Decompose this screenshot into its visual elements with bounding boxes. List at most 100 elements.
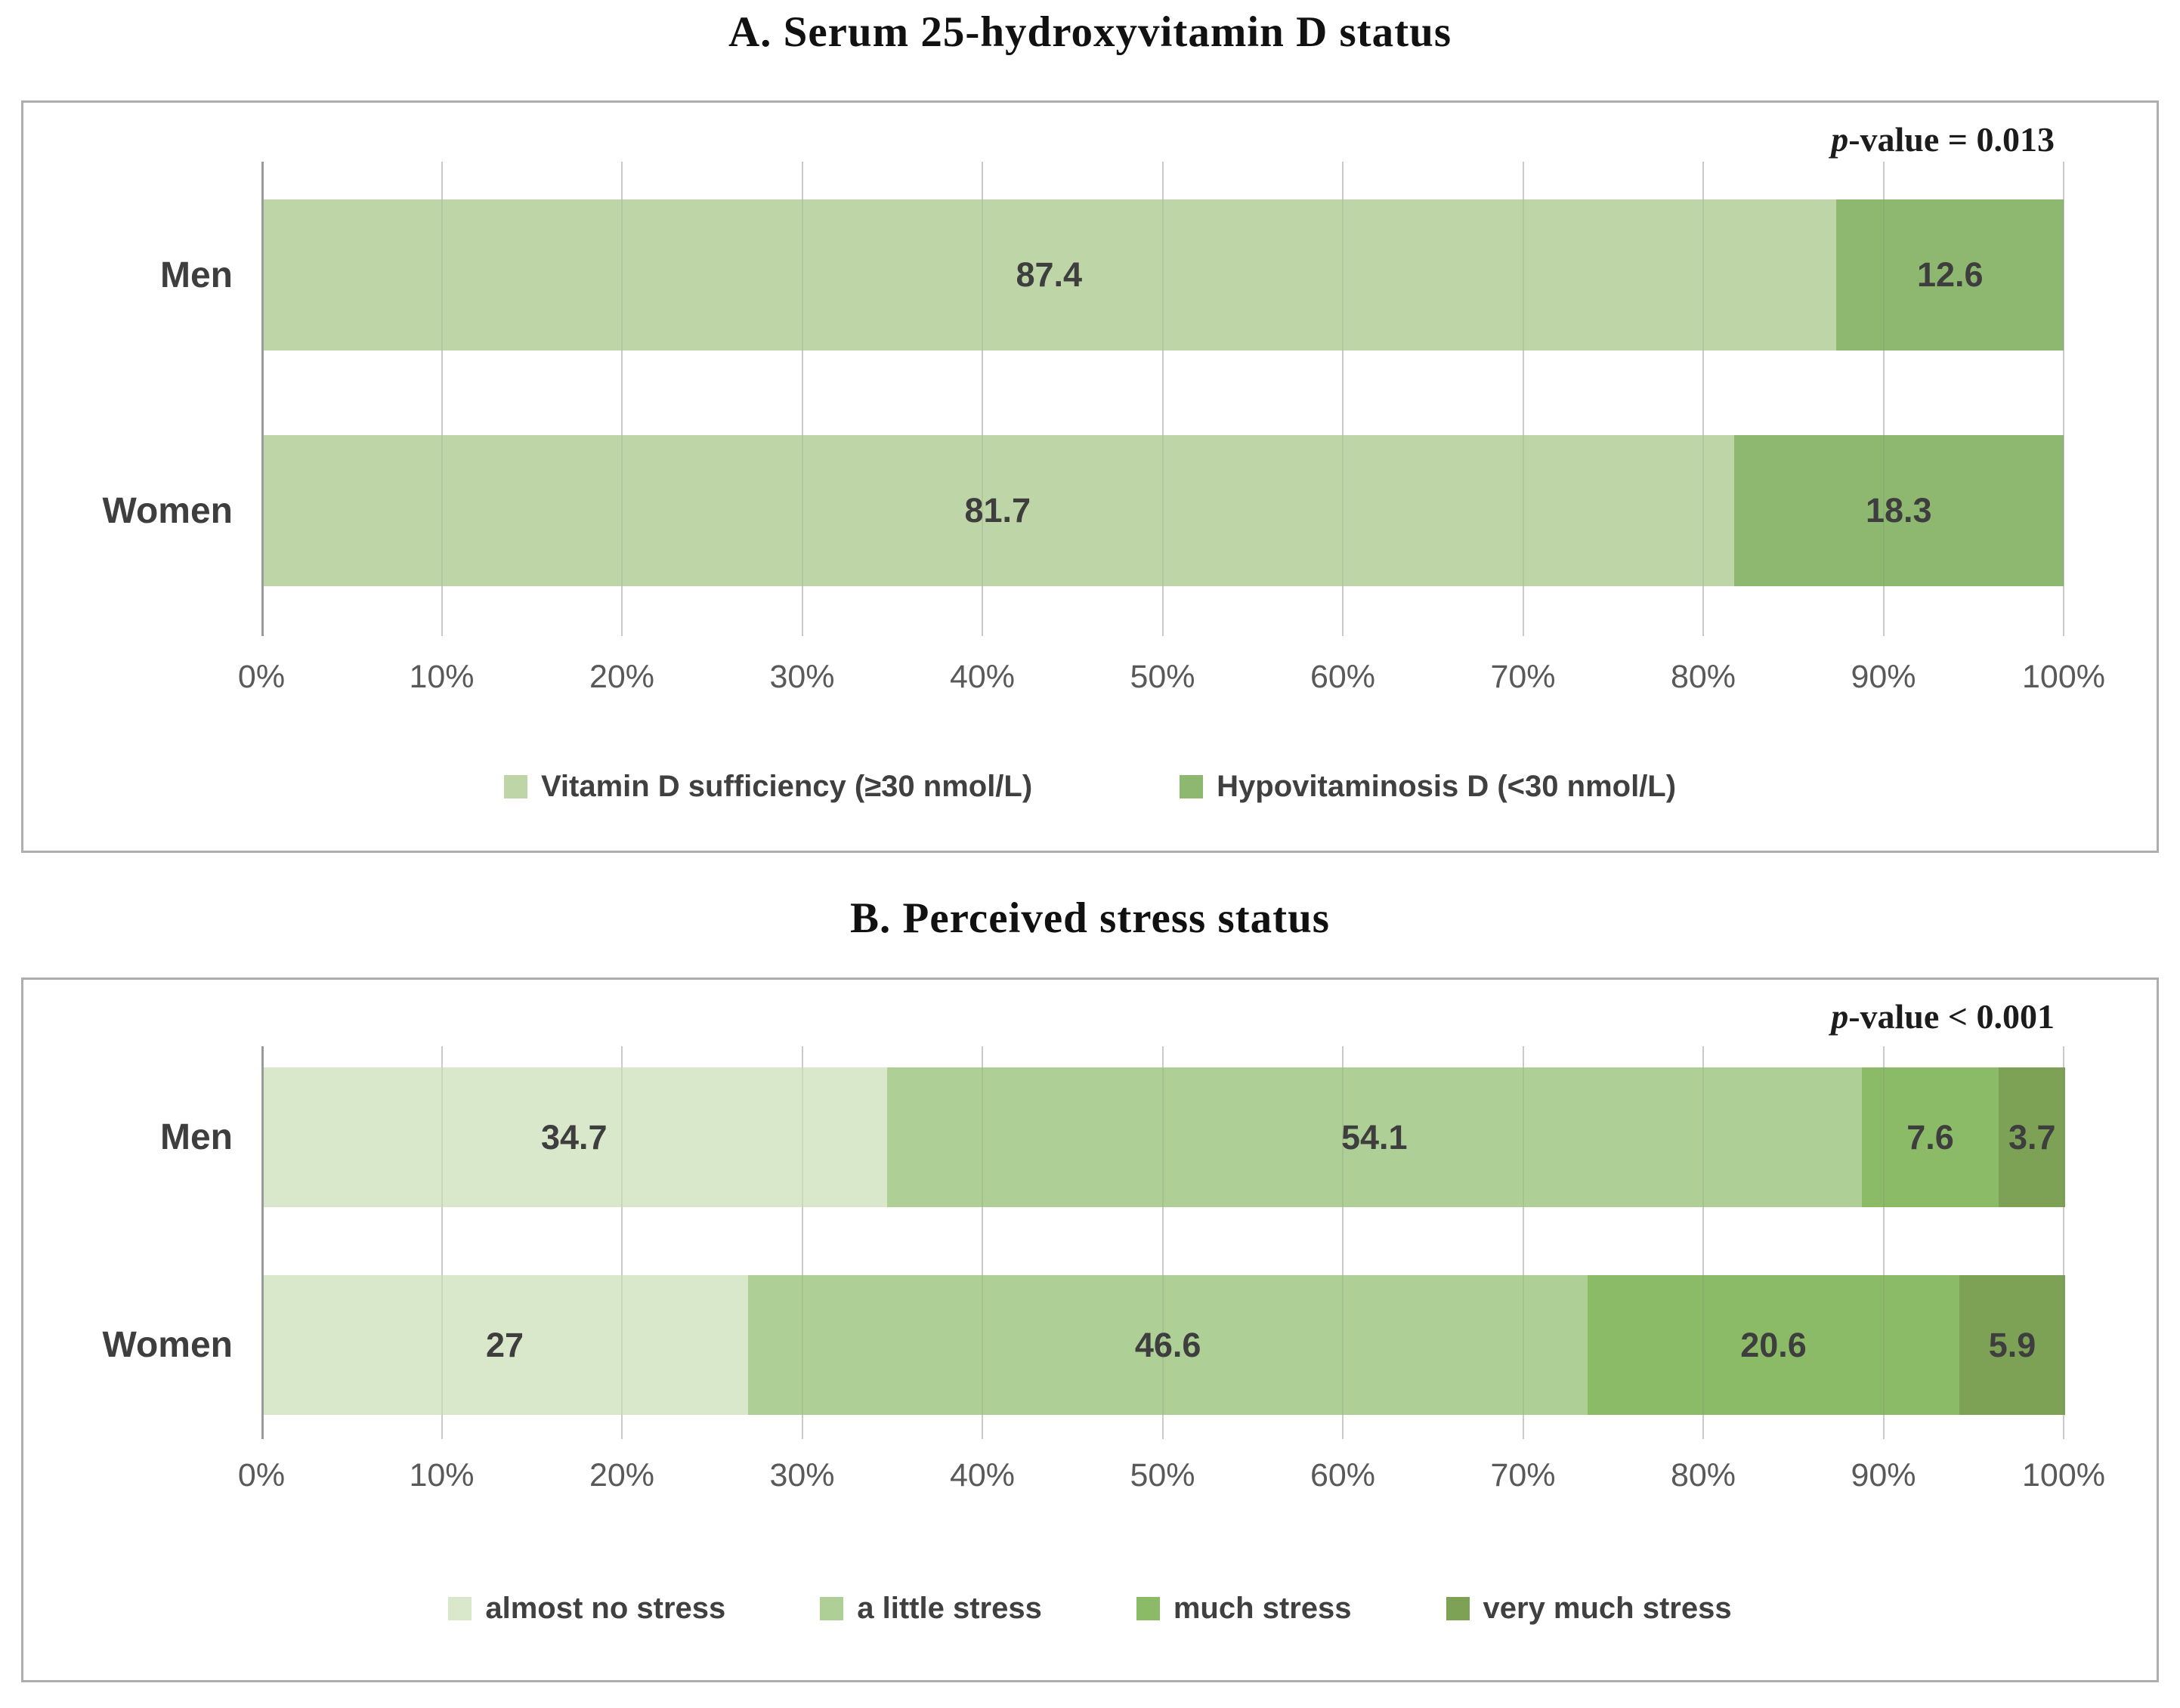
bar-value-label: 12.6 [1916, 255, 1984, 294]
x-tick-label: 80% [1670, 659, 1736, 695]
gridline-overlay [982, 1046, 983, 1439]
gridline [1702, 1046, 1704, 1439]
bar-row-women: 27 46.6 20.6 5.9 [261, 1275, 2066, 1415]
x-tick-label: 100% [2022, 1457, 2105, 1493]
legend-label: Hypovitaminosis D (<30 nmol/L) [1217, 770, 1677, 803]
gridline [1882, 1046, 1885, 1439]
figure: A. Serum 25-hydroxyvitamin D status p-va… [0, 8, 2180, 1708]
bar-value-label: 81.7 [964, 491, 1031, 530]
bar-value-label: 5.9 [1988, 1325, 2036, 1364]
gridline [2063, 162, 2064, 636]
bar-value-label: 34.7 [541, 1117, 608, 1157]
bar-segment: 7.6 [1861, 1067, 1999, 1207]
chart-a-p-value: p-value = 0.013 [1831, 119, 2055, 159]
gridline-overlay [1342, 1046, 1344, 1439]
legend-label: Vitamin D sufficiency (≥30 nmol/L) [540, 770, 1033, 803]
bar-segment: 12.6 [1836, 199, 2064, 351]
gridline-overlay [2063, 162, 2064, 636]
chart-a-title: A. Serum 25-hydroxyvitamin D status [728, 8, 1452, 56]
gridline-overlay [1882, 162, 1885, 636]
gridline [621, 162, 623, 636]
gridline-overlay [1161, 162, 1164, 636]
legend-label: a little stress [857, 1592, 1042, 1625]
p-value-italic: p [1831, 120, 1849, 159]
chart-a-panel: p-value = 0.013 Men 87.4 12.6 Women 81.7 18.3… [21, 100, 2159, 853]
category-label: Men [160, 255, 233, 295]
gridline [621, 1046, 623, 1439]
x-tick-label: 60% [1310, 1457, 1376, 1493]
gridline [1161, 1046, 1164, 1439]
legend-item: much stress [1136, 1592, 1352, 1626]
x-tick-label: 90% [1851, 1457, 1916, 1493]
gridline-overlay [441, 1046, 443, 1439]
bar-value-label: 54.1 [1340, 1117, 1408, 1157]
bar-segment: 3.7 [1999, 1067, 2066, 1207]
bar-value-label: 7.6 [1906, 1117, 1954, 1157]
gridline [1522, 1046, 1524, 1439]
bar-segment: 27 [261, 1275, 748, 1415]
bar-row-men: 87.4 12.6 [261, 199, 2064, 351]
legend-item: Hypovitaminosis D (<30 nmol/L) [1180, 770, 1676, 804]
gridline-overlay [1342, 162, 1344, 636]
category-label: Women [102, 1325, 233, 1365]
bar-segment: 34.7 [261, 1067, 887, 1207]
bar-segment: 20.6 [1588, 1275, 1959, 1415]
bar-row-men: 34.7 54.1 7.6 3.7 [261, 1067, 2066, 1207]
bar-segment: 54.1 [886, 1067, 1862, 1207]
gridline-overlay [1522, 162, 1524, 636]
legend-swatch [503, 775, 527, 798]
chart-a-plot-area: Men 87.4 12.6 Women 81.7 18.3 [103, 162, 2064, 636]
bar-value-label: 27 [485, 1325, 524, 1364]
x-tick-label: 20% [589, 659, 655, 695]
legend-swatch [1180, 775, 1204, 798]
legend-label: much stress [1173, 1592, 1352, 1625]
x-tick-label: 0% [237, 1457, 286, 1493]
bar-segment: 46.6 [747, 1275, 1588, 1415]
legend-swatch [820, 1597, 844, 1620]
gridline [982, 1046, 983, 1439]
chart-b-x-axis: 0% 10% 20% 30% 40% 50% 60% 70% 80% 90% 100% [238, 1457, 2105, 1503]
legend-swatch [1136, 1597, 1160, 1620]
x-tick-label: 70% [1490, 659, 1556, 695]
gridline-overlay [1702, 162, 1704, 636]
bar-segment: 81.7 [261, 435, 1734, 586]
gridline [1161, 162, 1164, 636]
legend-item: very much stress [1446, 1592, 1732, 1626]
chart-b-panel: p-value < 0.001 Men 34.7 54.1 7.6 3.7 Women 27… [21, 978, 2159, 1682]
category-label: Men [160, 1117, 233, 1157]
y-axis-line [261, 162, 264, 636]
chart-b-legend: almost no stress a little stress much stre… [23, 1592, 2157, 1626]
gridline [1522, 162, 1524, 636]
x-tick-label: 30% [769, 659, 835, 695]
gridline-overlay [621, 1046, 623, 1439]
gridline-overlay [1522, 1046, 1524, 1439]
x-tick-label: 70% [1490, 1457, 1556, 1493]
p-value-text: -value = 0.013 [1848, 120, 2055, 159]
gridline [1342, 162, 1344, 636]
bar-value-label: 3.7 [2008, 1117, 2056, 1157]
x-tick-label: 20% [589, 1457, 655, 1493]
x-tick-label: 100% [2022, 659, 2105, 695]
x-tick-label: 40% [949, 1457, 1016, 1493]
bar-segment: 87.4 [261, 199, 1837, 351]
gridline [982, 162, 983, 636]
bar-value-label: 20.6 [1740, 1325, 1807, 1364]
gridline-overlay [1161, 1046, 1164, 1439]
legend-item: almost no stress [448, 1592, 725, 1626]
bar-segment: 5.9 [1959, 1275, 2066, 1415]
x-tick-label: 10% [409, 1457, 475, 1493]
chart-b-title: B. Perceived stress status [850, 894, 1330, 942]
chart-a-x-axis: 0% 10% 20% 30% 40% 50% 60% 70% 80% 90% 100% [238, 659, 2105, 704]
gridline [1342, 1046, 1344, 1439]
p-value-text: -value < 0.001 [1848, 997, 2055, 1036]
x-tick-label: 80% [1670, 1457, 1736, 1493]
x-tick-label: 50% [1130, 1457, 1195, 1493]
gridline [1882, 162, 1885, 636]
gridline-overlay [441, 162, 443, 636]
gridline-overlay [1882, 1046, 1885, 1439]
category-label: Women [102, 490, 233, 531]
x-tick-label: 40% [949, 659, 1016, 695]
x-tick-label: 30% [769, 1457, 835, 1493]
p-value-italic: p [1831, 997, 1849, 1036]
gridline-overlay [621, 162, 623, 636]
